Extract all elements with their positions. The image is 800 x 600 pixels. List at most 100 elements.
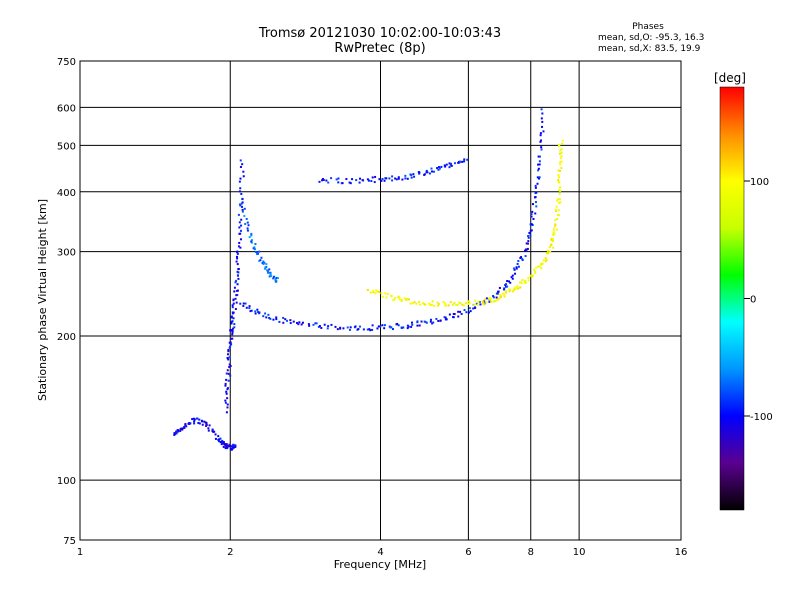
data-point xyxy=(549,250,552,253)
data-point xyxy=(269,273,272,276)
data-point xyxy=(461,160,464,163)
data-point xyxy=(533,268,536,271)
data-point xyxy=(477,301,480,304)
x-axis-label: Frequency [MHz] xyxy=(334,558,426,571)
colorbar-tick-label: 0 xyxy=(750,295,756,306)
data-point xyxy=(517,287,520,290)
data-point xyxy=(229,345,232,348)
data-point xyxy=(413,175,416,178)
data-point xyxy=(237,277,240,280)
axis-ticks: 1 2 4 6 8 10 16 75 100 200 300 400 500 600 750 xyxy=(57,57,687,558)
data-point xyxy=(537,167,540,170)
data-point xyxy=(529,234,532,237)
data-point xyxy=(482,301,485,304)
data-point xyxy=(254,250,257,253)
data-point xyxy=(269,317,272,320)
data-point xyxy=(225,378,228,381)
data-point xyxy=(239,187,242,190)
data-point xyxy=(534,196,537,199)
data-point xyxy=(225,372,228,375)
data-point xyxy=(243,207,246,210)
data-point xyxy=(256,251,259,254)
data-point xyxy=(453,313,456,316)
data-point xyxy=(398,296,401,299)
data-point xyxy=(247,224,250,227)
data-point xyxy=(400,298,403,301)
data-point xyxy=(272,318,275,321)
data-point xyxy=(226,353,229,356)
data-point xyxy=(437,168,440,171)
data-point xyxy=(555,205,558,208)
data-point xyxy=(531,275,534,278)
data-point xyxy=(214,437,217,440)
data-point xyxy=(560,147,563,150)
data-point xyxy=(406,177,409,180)
phases-x-line: mean, sd,X: 83.5, 19.9 xyxy=(598,44,701,54)
data-point xyxy=(541,112,544,115)
data-point xyxy=(406,324,409,327)
data-point xyxy=(224,399,227,402)
data-point xyxy=(386,292,389,295)
data-point xyxy=(284,318,287,321)
data-point xyxy=(193,420,196,423)
data-point xyxy=(250,234,253,237)
data-point xyxy=(540,108,543,111)
data-point xyxy=(537,155,540,158)
data-point xyxy=(217,440,220,443)
data-point xyxy=(268,275,271,278)
data-point xyxy=(527,279,530,282)
data-point xyxy=(337,181,340,184)
data-point xyxy=(312,323,315,326)
data-point xyxy=(359,177,362,180)
data-point xyxy=(551,238,554,241)
data-point xyxy=(233,286,236,289)
data-point xyxy=(282,321,285,324)
data-point xyxy=(236,283,239,286)
data-point xyxy=(241,163,244,166)
data-point xyxy=(549,243,552,246)
data-point xyxy=(326,327,329,330)
data-point xyxy=(405,298,408,301)
data-point xyxy=(537,163,540,166)
data-point xyxy=(242,302,245,305)
data-point xyxy=(411,302,414,305)
plot-title: Tromsø 20121030 10:02:00-10:03:43 RwPret… xyxy=(230,26,530,56)
data-point xyxy=(444,302,447,305)
data-point xyxy=(201,423,204,426)
data-point xyxy=(503,287,506,290)
data-point xyxy=(275,316,278,319)
data-point xyxy=(517,265,520,268)
data-point xyxy=(533,270,536,273)
data-point xyxy=(485,297,488,300)
data-point xyxy=(413,301,416,304)
data-point xyxy=(254,243,257,246)
data-point xyxy=(456,304,459,307)
data-point xyxy=(503,294,506,297)
data-point xyxy=(385,296,388,299)
data-point xyxy=(254,310,257,313)
data-point xyxy=(411,323,414,326)
data-point xyxy=(538,177,541,180)
data-point xyxy=(538,155,541,158)
data-point xyxy=(275,318,278,321)
data-point xyxy=(556,213,559,216)
data-point xyxy=(368,328,371,331)
x-tick-label: 6 xyxy=(465,547,471,558)
data-point xyxy=(239,246,242,249)
data-point xyxy=(449,163,452,166)
data-point xyxy=(362,328,365,331)
colorbar: [deg] 100 0 -100 xyxy=(714,71,773,511)
data-point xyxy=(248,305,251,308)
data-point xyxy=(521,257,524,260)
data-point xyxy=(289,322,292,325)
data-point xyxy=(554,223,557,226)
data-point xyxy=(189,422,192,425)
data-point xyxy=(418,324,421,327)
data-point xyxy=(232,311,235,314)
data-point xyxy=(238,180,241,183)
data-point xyxy=(400,299,403,302)
data-point xyxy=(384,177,387,180)
data-point xyxy=(235,279,238,282)
data-point xyxy=(275,280,278,283)
x-tick-label: 4 xyxy=(377,547,383,558)
